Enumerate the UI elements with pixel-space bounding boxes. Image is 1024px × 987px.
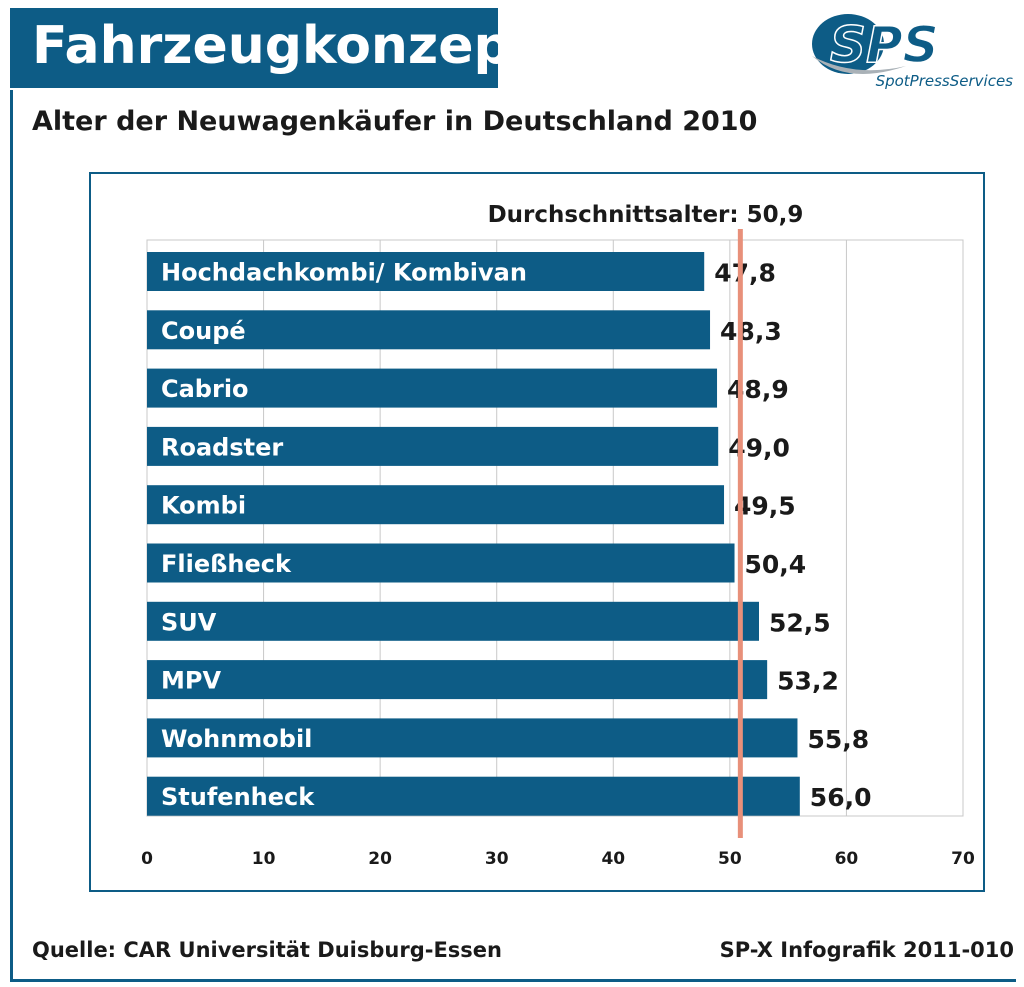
- logo-mark: SPS: [830, 16, 939, 74]
- category-label: Fließheck: [161, 550, 292, 578]
- category-label: Kombi: [161, 492, 246, 520]
- value-label: 50,4: [745, 550, 807, 579]
- value-label: 52,5: [769, 608, 831, 637]
- bar: [147, 543, 735, 583]
- page-title: Fahrzeugkonzept: [32, 16, 536, 76]
- chart-title: Alter der Neuwagenkäufer in Deutschland …: [32, 106, 758, 137]
- value-label: 49,5: [734, 492, 796, 521]
- bar: [147, 776, 800, 816]
- value-label: 55,8: [807, 725, 869, 754]
- x-tick-label: 0: [141, 849, 153, 869]
- bar: [147, 252, 705, 291]
- frame-left-border: [10, 90, 13, 982]
- x-tick-label: 10: [252, 849, 276, 869]
- chart-panel: 0 10 20 30 40 50 60 70 Hochdachkombi/ Kombivan 47…: [89, 172, 985, 892]
- source-note: Quelle: CAR Universität Duisburg-Essen: [32, 938, 502, 962]
- value-label: 56,0: [810, 783, 872, 812]
- category-label: Coupé: [161, 317, 246, 345]
- x-tick-label: 40: [601, 849, 625, 869]
- value-label: 49,0: [728, 433, 790, 462]
- bar: [147, 426, 719, 466]
- x-tick-label: 70: [951, 849, 975, 869]
- category-label: Wohnmobil: [161, 725, 312, 753]
- title-box: Fahrzeugkonzept: [10, 8, 536, 88]
- category-label: MPV: [161, 667, 221, 695]
- category-label: Roadster: [161, 433, 283, 461]
- category-label: Stufenheck: [161, 783, 315, 811]
- category-label: SUV: [161, 608, 217, 636]
- bar: [147, 660, 768, 700]
- logo-text: SpotPressServices: [876, 72, 1014, 90]
- value-label: 53,2: [777, 667, 839, 696]
- value-label: 48,9: [727, 375, 789, 404]
- sps-logo: SPS SpotPressServices: [812, 14, 1014, 90]
- value-label: 48,3: [720, 317, 782, 346]
- bar: [147, 310, 711, 350]
- average-label: Durchschnittsalter: 50,9: [488, 202, 804, 228]
- x-tick-label: 60: [835, 849, 859, 869]
- x-tick-label: 30: [485, 849, 509, 869]
- bar: [147, 485, 725, 525]
- bar: [147, 601, 759, 641]
- bar: [147, 368, 718, 408]
- credit-note: SP-X Infografik 2011-010: [719, 938, 1014, 962]
- category-label: Cabrio: [161, 375, 249, 403]
- value-label: 47,8: [714, 259, 776, 288]
- logo-swoosh-icon: [812, 14, 884, 74]
- bar: [147, 718, 798, 758]
- bar-chart: 0 10 20 30 40 50 60 70 Hochdachkombi/ Kombivan 47…: [141, 202, 975, 869]
- x-tick-label: 20: [368, 849, 392, 869]
- frame-bottom-border: [10, 979, 1016, 982]
- category-label: Hochdachkombi/ Kombivan: [161, 259, 527, 287]
- logo-arc-icon: [812, 56, 906, 74]
- x-tick-label: 50: [718, 849, 742, 869]
